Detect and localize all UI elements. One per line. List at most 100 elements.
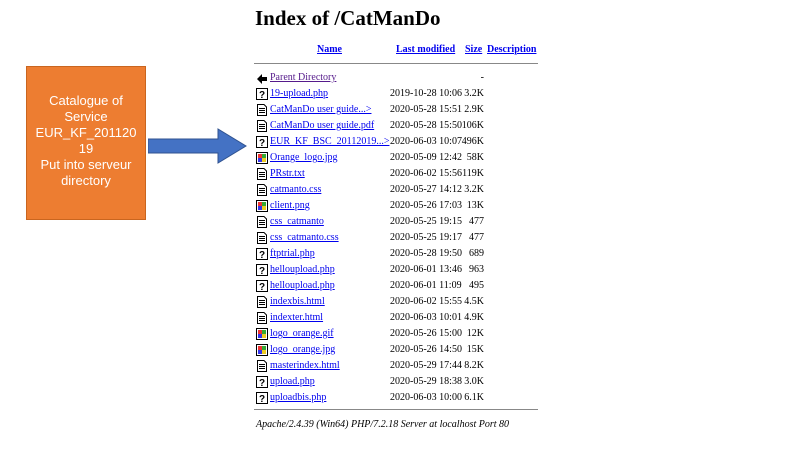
- file-link[interactable]: upload.php: [270, 376, 315, 387]
- file-link[interactable]: CatManDo user guide...>: [270, 104, 372, 115]
- file-row: Orange_logo.jpg 2020-05-09 12:42 58K: [256, 150, 540, 166]
- file-link[interactable]: css_catmanto: [270, 216, 324, 227]
- file-link[interactable]: PRstr.txt: [270, 168, 305, 179]
- file-size: 496K: [461, 136, 484, 147]
- callout-line: directory: [61, 173, 111, 188]
- file-row: ? EUR_KF_BSC_20112019...> 2020-06-03 10:07…: [256, 134, 540, 150]
- file-size: 689: [469, 248, 484, 259]
- file-modified: 2020-05-25 19:17: [390, 232, 462, 243]
- file-link[interactable]: indexbis.html: [270, 296, 325, 307]
- file-link[interactable]: 19-upload.php: [270, 88, 329, 99]
- file-modified: 2020-05-28 15:50: [390, 120, 462, 131]
- file-row: ? helloupload.php 2020-06-01 11:09 495: [256, 278, 540, 294]
- unknown-file-icon: ?: [256, 392, 268, 404]
- svg-text:?: ?: [259, 394, 265, 404]
- file-size: 3.2K: [464, 184, 484, 195]
- file-row: CatManDo user guide...> 2020-05-28 15:51 2…: [256, 102, 540, 118]
- file-modified: 2020-05-26 17:03: [390, 200, 462, 211]
- file-link[interactable]: catmanto.css: [270, 184, 322, 195]
- file-size: 15K: [466, 344, 484, 355]
- file-row: ? uploadbis.php 2020-06-03 10:00 6.1K: [256, 390, 540, 406]
- file-row: ? ftptrial.php 2020-05-28 19:50 689: [256, 246, 540, 262]
- file-link[interactable]: helloupload.php: [270, 280, 335, 291]
- column-header-size[interactable]: Size: [465, 44, 483, 55]
- file-size: 6.1K: [464, 392, 484, 403]
- file-size: 13K: [466, 200, 484, 211]
- file-link[interactable]: indexter.html: [270, 312, 324, 323]
- svg-text:?: ?: [259, 378, 265, 388]
- file-row: indexter.html 2020-06-03 10:01 4.9K: [256, 310, 540, 326]
- column-header-name[interactable]: Name: [317, 44, 342, 55]
- file-link[interactable]: CatManDo user guide.pdf: [270, 120, 375, 131]
- back-arrow-icon: [257, 74, 267, 84]
- text-file-icon: [257, 184, 267, 196]
- unknown-file-icon: ?: [256, 280, 268, 292]
- file-link[interactable]: EUR_KF_BSC_20112019...>: [270, 136, 390, 147]
- image-file-icon: [256, 152, 268, 164]
- svg-text:?: ?: [259, 90, 265, 100]
- svg-text:?: ?: [259, 250, 265, 260]
- unknown-file-icon: ?: [256, 264, 268, 276]
- file-link[interactable]: Orange_logo.jpg: [270, 152, 338, 163]
- svg-text:?: ?: [259, 138, 265, 148]
- image-file-icon: [256, 200, 268, 212]
- file-row: logo_orange.jpg 2020-05-26 14:50 15K: [256, 342, 540, 358]
- file-link[interactable]: uploadbis.php: [270, 392, 327, 403]
- file-row: css_catmanto 2020-05-25 19:15 477: [256, 214, 540, 230]
- image-file-icon: [256, 344, 268, 356]
- unknown-file-icon: ?: [256, 376, 268, 388]
- file-link[interactable]: masterindex.html: [270, 360, 340, 371]
- footer-divider: [254, 409, 538, 410]
- callout-line: 19: [78, 141, 94, 156]
- svg-text:?: ?: [259, 282, 265, 292]
- annotation-arrow-icon: [148, 128, 247, 164]
- file-link[interactable]: css_catmanto.css: [270, 232, 339, 243]
- file-modified: 2020-05-09 12:42: [390, 152, 462, 163]
- file-size: 477: [469, 232, 484, 243]
- file-row: indexbis.html 2020-06-02 15:55 4.5K: [256, 294, 540, 310]
- page-title: Index of /CatManDo: [255, 6, 441, 30]
- text-file-icon: [257, 104, 267, 116]
- file-size: 477: [469, 216, 484, 227]
- server-signature: Apache/2.4.39 (Win64) PHP/7.2.18 Server …: [256, 419, 510, 430]
- callout-line: Catalogue of: [49, 93, 123, 108]
- unknown-file-icon: ?: [256, 248, 268, 260]
- file-row: ? upload.php 2020-05-29 18:38 3.0K: [256, 374, 540, 390]
- file-size: 4.5K: [464, 296, 484, 307]
- parent-directory-link[interactable]: Parent Directory: [270, 72, 337, 83]
- file-row: client.png 2020-05-26 17:03 13K: [256, 198, 540, 214]
- file-modified: 2020-05-29 18:38: [390, 376, 462, 387]
- file-modified: 2020-05-27 14:12: [390, 184, 462, 195]
- file-modified: 2020-06-03 10:00: [390, 392, 462, 403]
- file-link[interactable]: logo_orange.jpg: [270, 344, 336, 355]
- file-link[interactable]: helloupload.php: [270, 264, 335, 275]
- callout-line: Service: [64, 109, 108, 124]
- text-file-icon: [257, 120, 267, 132]
- callout-line: EUR_KF_201120: [35, 125, 137, 140]
- file-modified: 2020-05-28 15:51: [390, 104, 462, 115]
- file-modified: 2020-05-26 15:00: [390, 328, 462, 339]
- text-file-icon: [257, 168, 267, 180]
- file-size: 963: [469, 264, 484, 275]
- file-size: 8.2K: [464, 360, 484, 371]
- file-link[interactable]: client.png: [270, 200, 310, 211]
- text-file-icon: [257, 232, 267, 244]
- parent-directory-row: Parent Directory -: [256, 70, 540, 86]
- file-size: 12K: [466, 328, 484, 339]
- file-modified: 2020-06-02 15:55: [390, 296, 462, 307]
- unknown-file-icon: ?: [256, 136, 268, 148]
- column-header-description[interactable]: Description: [487, 44, 537, 55]
- file-modified: 2020-06-02 15:56: [390, 168, 462, 179]
- file-link[interactable]: ftptrial.php: [270, 248, 315, 259]
- image-file-icon: [256, 328, 268, 340]
- file-modified: 2020-05-26 14:50: [390, 344, 462, 355]
- column-header-last-modified[interactable]: Last modified: [396, 44, 456, 55]
- file-link[interactable]: logo_orange.gif: [270, 328, 334, 339]
- svg-text:?: ?: [259, 266, 265, 276]
- file-modified: 2020-05-28 19:50: [390, 248, 462, 259]
- text-file-icon: [257, 296, 267, 308]
- file-modified: 2020-06-03 10:07: [390, 136, 462, 147]
- header-divider: [254, 63, 538, 64]
- parent-size: -: [480, 72, 484, 83]
- file-modified: 2020-05-29 17:44: [390, 360, 462, 371]
